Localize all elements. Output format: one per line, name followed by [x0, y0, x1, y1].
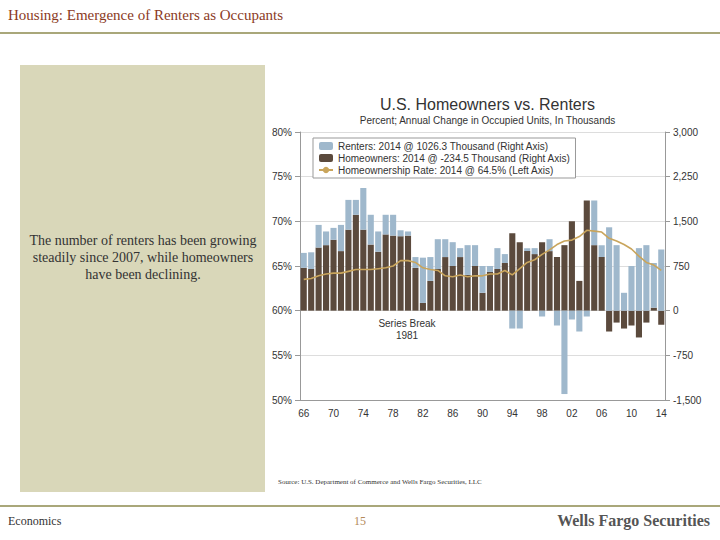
svg-text:70: 70 [328, 408, 340, 419]
svg-text:750: 750 [673, 261, 690, 272]
svg-text:-1,500: -1,500 [673, 395, 702, 406]
svg-text:14: 14 [656, 408, 668, 419]
svg-text:U.S. Homeowners vs. Renters: U.S. Homeowners vs. Renters [380, 96, 595, 113]
svg-text:1,500: 1,500 [673, 216, 698, 227]
svg-text:02: 02 [566, 408, 578, 419]
svg-text:Series Break: Series Break [378, 318, 436, 329]
html-text:The number of renters has been: The number of renters has been growing s… [29, 233, 257, 282]
svg-text:Renters: 2014 @ 1026.3 Thousan: Renters: 2014 @ 1026.3 Thousand (Right A… [338, 141, 548, 152]
html-text:Source: U.S. Department of Com: Source: U.S. Department of Commerce and … [278, 478, 482, 486]
svg-text:82: 82 [417, 408, 429, 419]
svg-text:3,000: 3,000 [673, 127, 698, 138]
svg-text:Homeowners: 2014 @ -234.5 Thou: Homeowners: 2014 @ -234.5 Thousand (Righ… [338, 153, 570, 164]
svg-text:06: 06 [596, 408, 608, 419]
svg-text:90: 90 [477, 408, 489, 419]
svg-text:1981: 1981 [396, 330, 419, 341]
svg-text:86: 86 [447, 408, 459, 419]
svg-text:74: 74 [358, 408, 370, 419]
svg-text:55%: 55% [272, 350, 292, 361]
html-text:Wells Fargo Securities: Wells Fargo Securities [557, 512, 710, 529]
svg-text:60%: 60% [272, 305, 292, 316]
html-text:Economics: Economics [8, 514, 62, 528]
svg-text:80%: 80% [272, 127, 292, 138]
html-text:Housing: Emergence of Renters: Housing: Emergence of Renters as Occupan… [8, 7, 284, 23]
svg-text:98: 98 [537, 408, 549, 419]
svg-text:-750: -750 [673, 350, 693, 361]
svg-text:70%: 70% [272, 216, 292, 227]
svg-text:2,250: 2,250 [673, 171, 698, 182]
html-text:15: 15 [354, 514, 366, 528]
svg-text:50%: 50% [272, 395, 292, 406]
svg-text:Homeownership Rate: 2014 @ 64.: Homeownership Rate: 2014 @ 64.5% (Left A… [338, 165, 553, 176]
svg-text:Percent; Annual Change in Occu: Percent; Annual Change in Occupied Units… [360, 115, 616, 126]
svg-text:75%: 75% [272, 171, 292, 182]
svg-text:94: 94 [507, 408, 519, 419]
svg-text:0: 0 [673, 305, 679, 316]
svg-text:66: 66 [298, 408, 310, 419]
svg-text:10: 10 [626, 408, 638, 419]
svg-text:65%: 65% [272, 261, 292, 272]
svg-text:78: 78 [388, 408, 400, 419]
